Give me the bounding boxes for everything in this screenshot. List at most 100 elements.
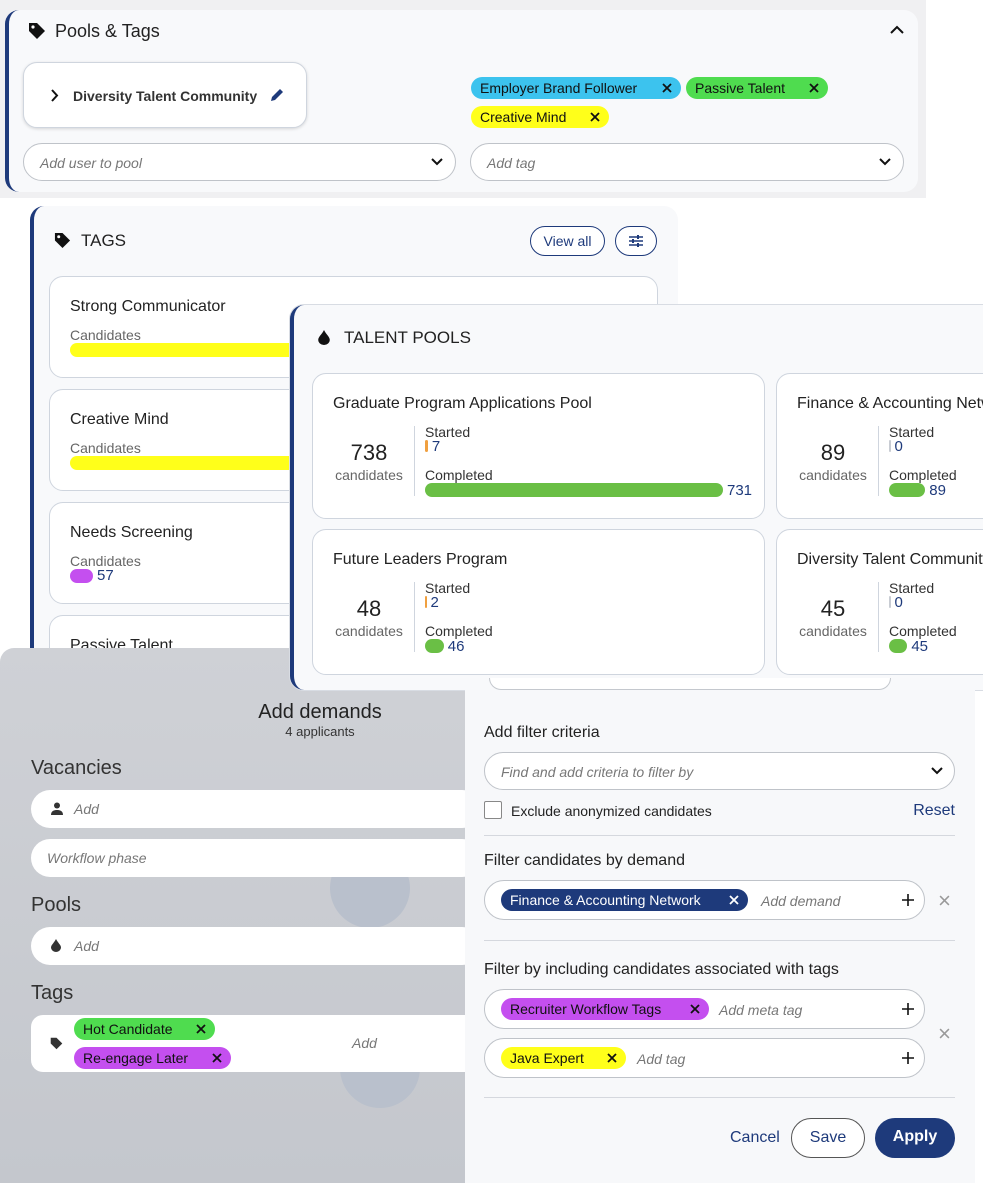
divider [484,940,955,941]
demand-input[interactable]: Finance & Accounting Network Add demand [484,880,925,920]
checkbox[interactable] [484,801,502,819]
total-label: candidates [335,623,403,639]
reset-link[interactable]: Reset [913,802,955,819]
save-button[interactable]: Save [791,1118,865,1158]
completed-bar [889,483,926,497]
count-bar [70,569,93,583]
panel-title: Pools & Tags [55,21,160,41]
workflow-input[interactable]: Workflow phase [31,839,465,877]
clear-icon[interactable] [939,1028,950,1039]
started-label: Started [425,580,471,596]
tag-chip: Employer Brand Follower [471,77,681,99]
add-icon[interactable] [902,894,914,906]
meta-chip: Recruiter Workflow Tags [501,998,709,1020]
completed-value: 731 [727,482,753,499]
drop-icon [51,939,61,952]
pool-name: Graduate Program Applications Pool [333,395,592,412]
tag-label: Re-engage Later [83,1050,189,1066]
remove-icon[interactable] [690,1004,700,1014]
edit-icon[interactable] [269,87,285,103]
tag-chip: Java Expert [501,1047,626,1069]
tag-icon [50,1037,63,1050]
chip-label: Java Expert [510,1050,584,1066]
remove-icon[interactable] [607,1053,617,1063]
section-label: Filter candidates by demand [484,852,685,869]
tag-chip: Creative Mind [471,106,609,128]
remove-icon[interactable] [662,83,672,93]
collapse-icon[interactable] [890,25,904,35]
criteria-select[interactable]: Find and add criteria to filter by [484,752,955,790]
remove-icon[interactable] [196,1024,206,1034]
remove-icon[interactable] [212,1053,222,1063]
divider [414,582,415,652]
remove-icon[interactable] [809,83,819,93]
started-bar [889,596,891,608]
cancel-button[interactable]: Cancel [730,1129,780,1146]
pool-card[interactable]: Diversity Talent Community [23,62,307,128]
apply-button[interactable]: Apply [875,1118,955,1158]
completed-label: Completed [889,467,957,483]
completed-bar [889,639,908,653]
pool-card[interactable]: Graduate Program Applications Pool 738 can… [312,373,765,519]
tag-select[interactable]: Add tag [470,143,904,181]
pool-select[interactable]: Add user to pool [23,143,456,181]
remove-icon[interactable] [590,112,600,122]
expand-icon[interactable] [51,89,59,102]
tag-icon [54,232,71,249]
pool-input[interactable]: Add [31,927,465,965]
tag-label: Hot Candidate [83,1021,173,1037]
started-value: 0 [894,438,903,455]
placeholder: Workflow phase [47,850,147,866]
button-label: Save [809,1129,847,1146]
pool-card[interactable]: Future Leaders Program 48 candidates Starte… [312,529,765,675]
tag-icon [29,23,45,39]
started-label: Started [425,424,471,440]
pool-card[interactable]: Diversity Talent Community 45 candidates St… [776,529,983,675]
completed-label: Completed [425,623,493,639]
view-all-button[interactable]: View all [530,226,605,256]
started-label: Started [889,580,935,596]
pool-card[interactable]: Finance & Accounting Network 89 candidates… [776,373,983,519]
meta-tag-input[interactable]: Recruiter Workflow Tags Add meta tag [484,989,925,1029]
divider [484,835,955,836]
tag-chip: Re-engage Later [74,1047,231,1069]
pool-name: Finance & Accounting Network [797,395,983,412]
tag-input[interactable]: Java Expert Add tag [484,1038,925,1078]
section-label: Add filter criteria [484,724,600,741]
dropdown-icon [431,158,443,166]
panel-title: TAGS [81,231,127,250]
person-icon [51,802,63,815]
section-label: Pools [31,894,82,916]
completed-label: Completed [889,623,957,639]
completed-value: 45 [911,638,929,655]
filter-panel: Add filter criteria Find and add criteri… [465,690,975,1183]
talent-pools-panel: TALENT POOLS Graduate Program Applicatio… [290,305,983,690]
dropdown-icon [879,158,891,166]
tag-label: Creative Mind [480,109,567,125]
tag-count-label: Candidates [70,440,141,456]
remove-icon[interactable] [729,895,739,905]
tag-label: Employer Brand Follower [480,80,638,96]
pool-name: Diversity Talent Community [73,88,258,104]
modal-title: Add demands [258,701,382,723]
add-icon[interactable] [902,1003,914,1015]
started-value: 0 [894,594,903,611]
placeholder: Add [74,801,99,817]
tags-input[interactable]: Hot Candidate Re-engage Later Add [31,1015,465,1072]
dropdown-icon [931,767,943,775]
add-icon[interactable] [902,1052,914,1064]
placeholder: Add meta tag [719,1002,803,1018]
total-label: candidates [799,467,867,483]
total-label: candidates [799,623,867,639]
button-label: View all [543,233,592,249]
completed-label: Completed [425,467,493,483]
tag-chip: Passive Talent [686,77,828,99]
pool-total: 45 [820,596,846,621]
clear-icon[interactable] [939,895,950,906]
placeholder: Add [74,938,99,954]
placeholder: Add user to pool [40,155,142,171]
settings-button[interactable] [615,226,657,256]
pool-name: Future Leaders Program [333,551,508,568]
vacancy-input[interactable]: Add [31,790,465,828]
